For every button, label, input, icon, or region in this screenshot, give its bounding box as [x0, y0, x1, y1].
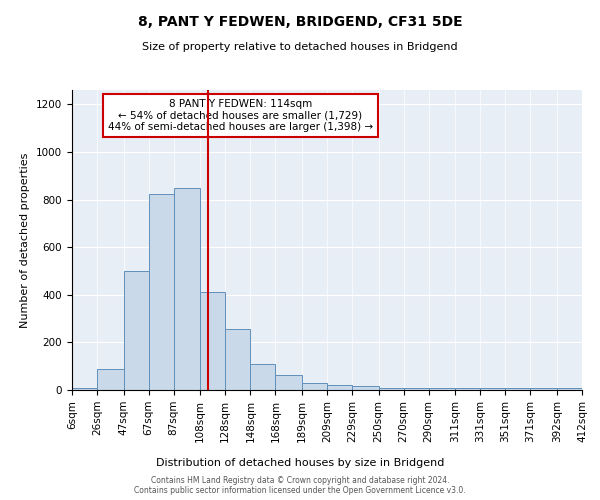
Bar	[530, 388, 557, 390]
Bar	[505, 388, 530, 390]
Bar	[379, 388, 404, 390]
Bar	[97, 368, 124, 390]
Text: Distribution of detached houses by size in Bridgend: Distribution of detached houses by size …	[156, 458, 444, 468]
Bar	[250, 364, 275, 390]
Bar	[429, 388, 455, 390]
Bar	[480, 388, 505, 390]
Bar	[149, 194, 174, 390]
Bar	[455, 388, 480, 390]
Bar	[200, 292, 225, 390]
Text: Size of property relative to detached houses in Bridgend: Size of property relative to detached ho…	[142, 42, 458, 52]
Text: Contains HM Land Registry data © Crown copyright and database right 2024.
Contai: Contains HM Land Registry data © Crown c…	[134, 476, 466, 495]
Bar	[225, 330, 250, 390]
Bar	[174, 188, 200, 390]
Bar	[352, 386, 379, 390]
Bar	[404, 388, 429, 390]
Bar	[275, 374, 302, 390]
Y-axis label: Number of detached properties: Number of detached properties	[20, 152, 31, 328]
Text: 8 PANT Y FEDWEN: 114sqm
← 54% of detached houses are smaller (1,729)
44% of semi: 8 PANT Y FEDWEN: 114sqm ← 54% of detache…	[108, 99, 373, 132]
Bar	[124, 271, 149, 390]
Bar	[557, 388, 582, 390]
Bar	[327, 385, 352, 390]
Text: 8, PANT Y FEDWEN, BRIDGEND, CF31 5DE: 8, PANT Y FEDWEN, BRIDGEND, CF31 5DE	[137, 15, 463, 29]
Bar	[72, 388, 97, 390]
Bar	[302, 383, 327, 390]
